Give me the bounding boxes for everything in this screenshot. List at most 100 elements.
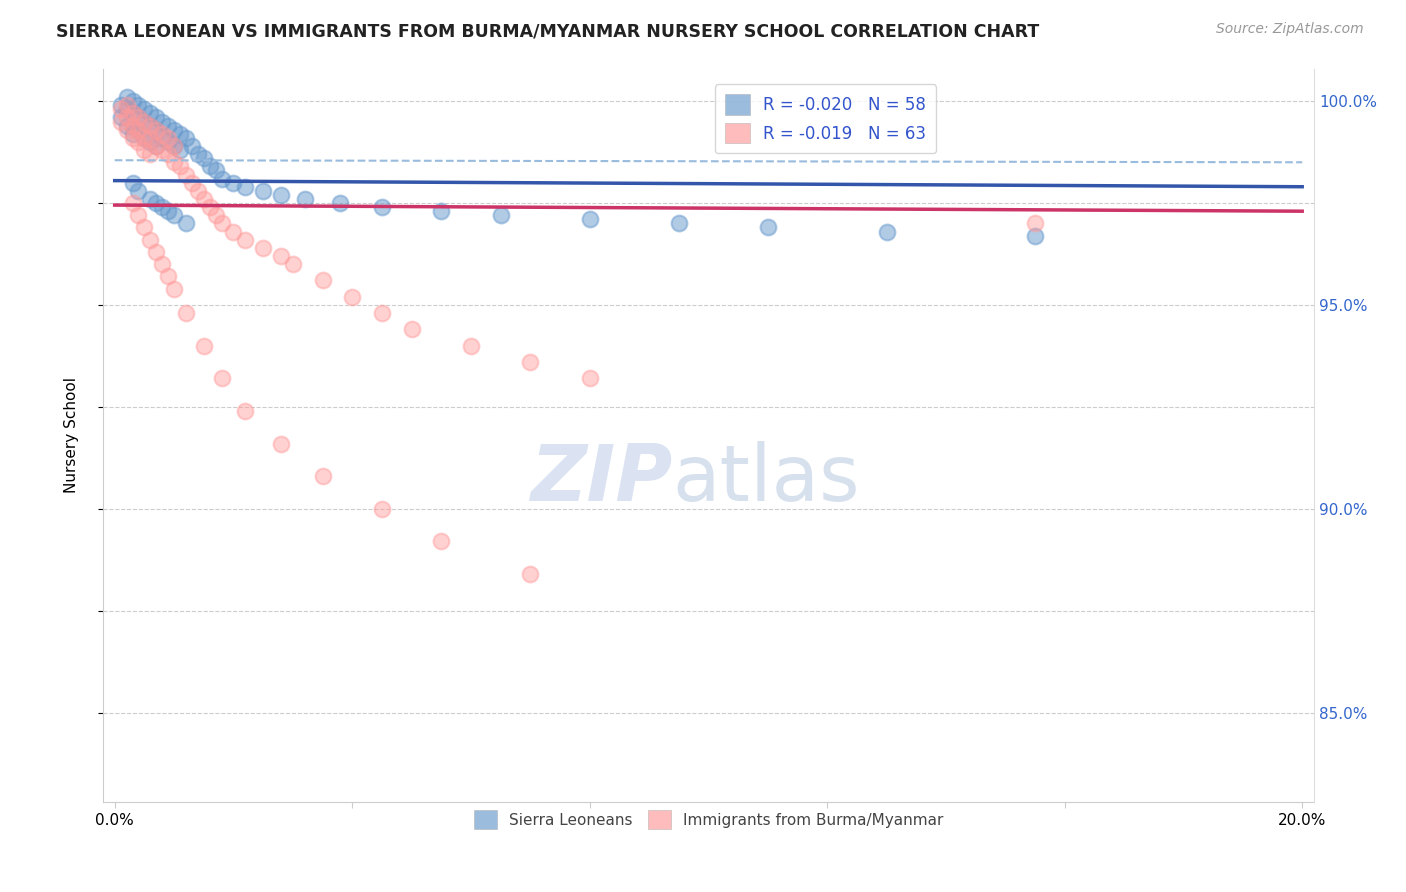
Point [489, 208, 512, 222]
Point [578, 212, 600, 227]
Point [371, 200, 394, 214]
Point [198, 200, 221, 214]
Point [145, 139, 167, 153]
Point [121, 94, 143, 108]
Point [134, 131, 156, 145]
Point [233, 179, 256, 194]
Point [169, 159, 191, 173]
Point [127, 98, 149, 112]
Point [169, 127, 191, 141]
Point [157, 119, 180, 133]
Point [198, 159, 221, 173]
Point [139, 192, 162, 206]
Point [115, 111, 138, 125]
Point [180, 139, 202, 153]
Point [311, 273, 333, 287]
Point [121, 131, 143, 145]
Point [163, 139, 186, 153]
Point [211, 171, 233, 186]
Point [145, 122, 167, 136]
Point [211, 371, 233, 385]
Point [157, 204, 180, 219]
Text: ZIP: ZIP [530, 442, 672, 517]
Point [311, 469, 333, 483]
Text: Source: ZipAtlas.com: Source: ZipAtlas.com [1216, 22, 1364, 37]
Point [252, 241, 274, 255]
Point [121, 176, 143, 190]
Point [460, 339, 482, 353]
Point [294, 192, 316, 206]
Point [187, 147, 209, 161]
Point [174, 216, 197, 230]
Point [110, 103, 132, 117]
Point [430, 204, 453, 219]
Point [145, 196, 167, 211]
Point [157, 131, 180, 145]
Point [163, 139, 186, 153]
Point [121, 196, 143, 211]
Point [519, 355, 541, 369]
Point [127, 111, 149, 125]
Point [134, 103, 156, 117]
Point [134, 131, 156, 145]
Point [876, 225, 898, 239]
Point [519, 566, 541, 581]
Legend: Sierra Leoneans, Immigrants from Burma/Myanmar: Sierra Leoneans, Immigrants from Burma/M… [468, 804, 949, 835]
Point [169, 143, 191, 157]
Point [150, 131, 173, 145]
Point [174, 306, 197, 320]
Point [121, 106, 143, 120]
Point [145, 111, 167, 125]
Point [150, 200, 173, 214]
Point [150, 143, 173, 157]
Point [110, 111, 132, 125]
Point [270, 187, 292, 202]
Point [115, 122, 138, 136]
Point [157, 147, 180, 161]
Point [139, 135, 162, 149]
Point [139, 106, 162, 120]
Point [115, 98, 138, 112]
Point [270, 249, 292, 263]
Text: SIERRA LEONEAN VS IMMIGRANTS FROM BURMA/MYANMAR NURSERY SCHOOL CORRELATION CHART: SIERRA LEONEAN VS IMMIGRANTS FROM BURMA/… [56, 22, 1039, 40]
Point [110, 114, 132, 128]
Point [1024, 228, 1046, 243]
Point [222, 225, 245, 239]
Point [174, 168, 197, 182]
Point [163, 122, 186, 136]
Point [145, 139, 167, 153]
Point [139, 119, 162, 133]
Point [371, 501, 394, 516]
Point [110, 98, 132, 112]
Point [115, 119, 138, 133]
Point [756, 220, 779, 235]
Point [139, 119, 162, 133]
Point [340, 290, 363, 304]
Point [157, 135, 180, 149]
Point [139, 131, 162, 145]
Point [121, 119, 143, 133]
Point [139, 233, 162, 247]
Text: atlas: atlas [672, 442, 859, 517]
Point [127, 135, 149, 149]
Point [115, 103, 138, 117]
Point [270, 436, 292, 450]
Point [668, 216, 690, 230]
Y-axis label: Nursery School: Nursery School [65, 377, 79, 493]
Point [578, 371, 600, 385]
Point [127, 208, 149, 222]
Point [1024, 216, 1046, 230]
Point [134, 143, 156, 157]
Point [145, 244, 167, 259]
Point [193, 192, 215, 206]
Point [187, 184, 209, 198]
Point [252, 184, 274, 198]
Point [222, 176, 245, 190]
Point [127, 184, 149, 198]
Point [174, 131, 197, 145]
Point [139, 147, 162, 161]
Point [329, 196, 352, 211]
Point [127, 111, 149, 125]
Point [193, 339, 215, 353]
Point [150, 257, 173, 271]
